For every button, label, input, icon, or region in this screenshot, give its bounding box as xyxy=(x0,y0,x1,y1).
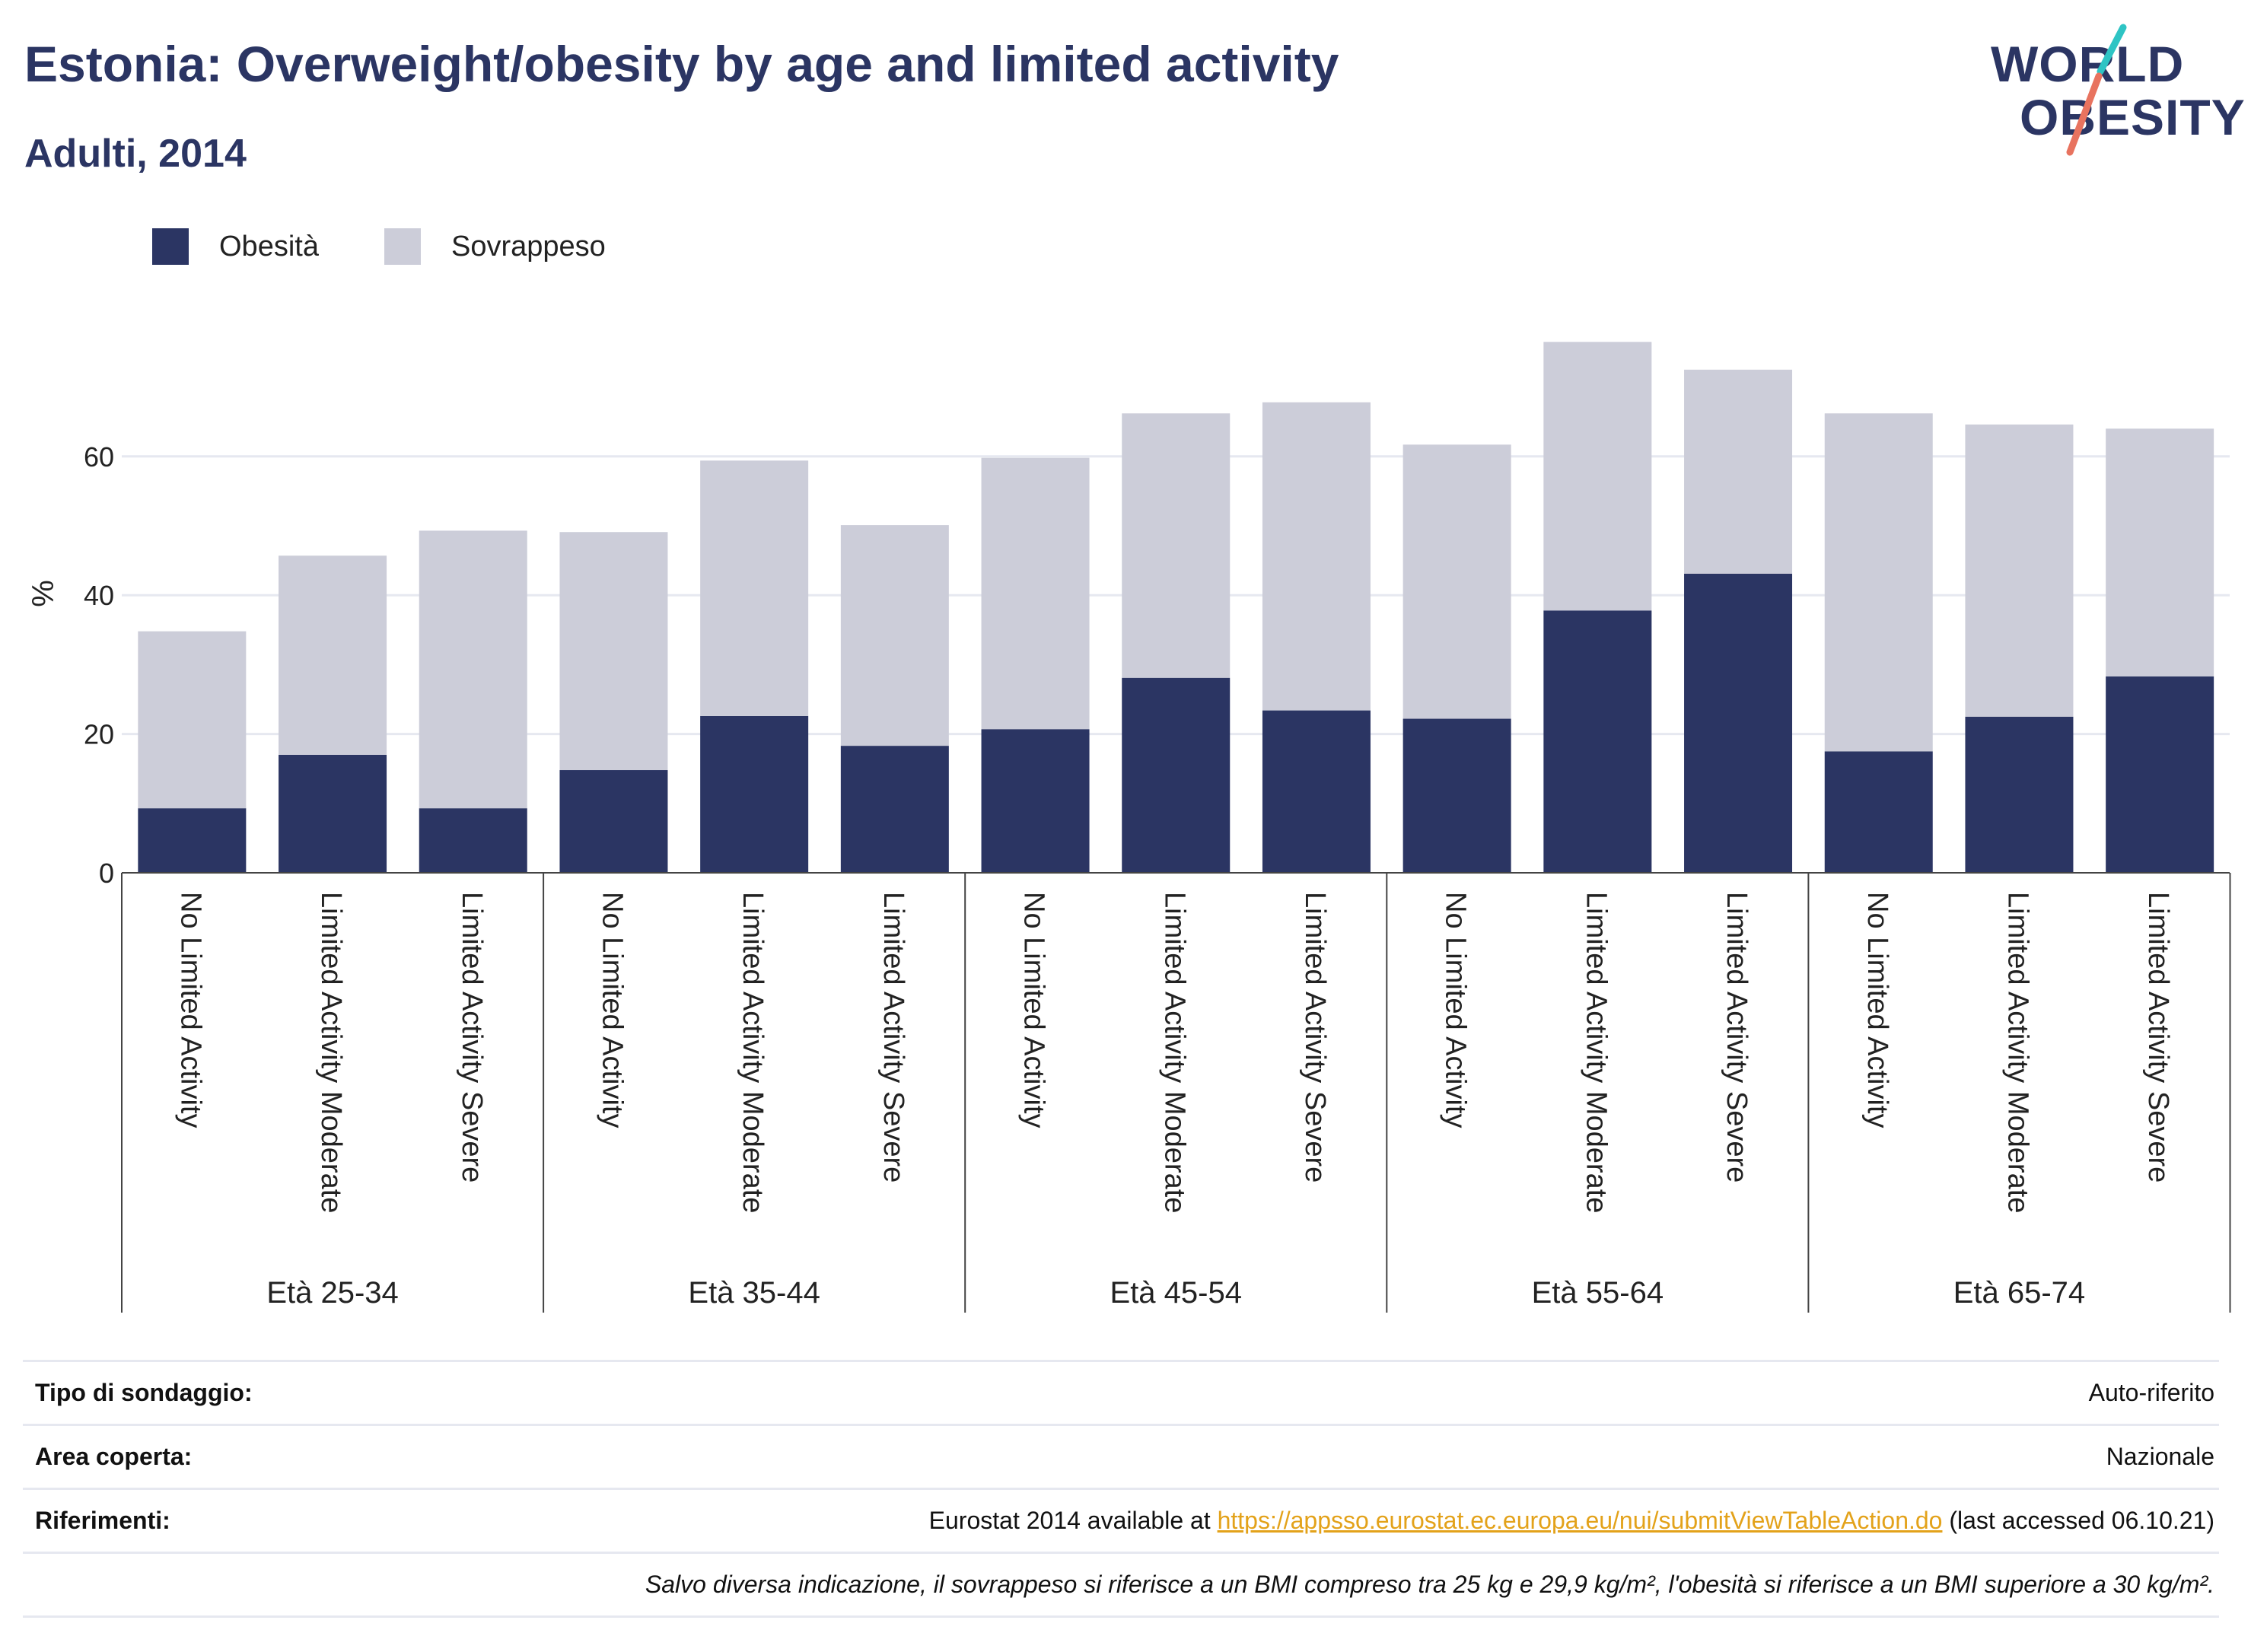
y-axis-label: % xyxy=(27,580,60,607)
bar-overweight xyxy=(1262,402,1371,711)
bar-obesity xyxy=(700,715,809,873)
bar-overweight xyxy=(279,555,387,755)
bar-obesity xyxy=(559,770,668,873)
group-label: Età 55-64 xyxy=(1532,1276,1664,1310)
world-obesity-logo[interactable]: WORLD OBESITY xyxy=(1986,21,2245,158)
group-label: Età 25-34 xyxy=(266,1276,398,1310)
x-tick-label: No Limited Activity xyxy=(1440,892,1472,1128)
legend-item-overweight[interactable]: Sovrappeso xyxy=(384,228,606,265)
meta-row-references: Riferimenti: Eurostat 2014 available at … xyxy=(23,1490,2219,1554)
y-tick-label: 40 xyxy=(84,580,114,611)
bar-overweight xyxy=(559,532,668,771)
legend-swatch-obesity xyxy=(152,228,189,265)
x-tick-label: Limited Activity Moderate xyxy=(315,892,347,1213)
x-tick-label: No Limited Activity xyxy=(174,892,206,1128)
logo-line-1: WORLD xyxy=(1991,36,2185,92)
meta-row-note: Salvo diversa indicazione, il sovrappeso… xyxy=(23,1554,2219,1618)
legend-swatch-overweight xyxy=(384,228,421,265)
legend-label-overweight: Sovrappeso xyxy=(451,230,606,263)
x-tick-label: Limited Activity Moderate xyxy=(737,892,769,1213)
bar-overweight xyxy=(1965,424,2074,717)
page-title: Estonia: Overweight/obesity by age and l… xyxy=(24,36,1339,92)
x-tick-label: No Limited Activity xyxy=(1018,892,1050,1128)
meta-row-area: Area coperta: Nazionale xyxy=(23,1426,2219,1490)
x-tick-label: Limited Activity Moderate xyxy=(2001,892,2033,1213)
x-tick-label: Limited Activity Severe xyxy=(877,892,909,1183)
reference-prefix: Eurostat 2014 available at xyxy=(928,1507,1218,1534)
bar-overweight xyxy=(1402,444,1511,719)
meta-key: Tipo di sondaggio: xyxy=(35,1379,253,1406)
bar-obesity xyxy=(840,746,949,873)
bar-obesity xyxy=(279,754,387,873)
y-tick-label: 0 xyxy=(99,858,114,889)
meta-row-survey-type: Tipo di sondaggio: Auto-riferito xyxy=(23,1362,2219,1426)
bar-obesity xyxy=(1122,677,1231,873)
chart-legend: Obesità Sovrappeso xyxy=(152,225,671,268)
reference-suffix: (last accessed 06.10.21) xyxy=(1942,1507,2214,1534)
bar-obesity xyxy=(1965,716,2074,873)
group-label: Età 65-74 xyxy=(1953,1276,2085,1310)
bar-overweight xyxy=(138,631,247,809)
bar-obesity xyxy=(1543,610,1652,873)
bar-overweight xyxy=(2106,428,2214,676)
bar-obesity xyxy=(1262,710,1371,873)
x-tick-label: Limited Activity Severe xyxy=(1299,892,1331,1183)
stacked-bar-chart: 0 20 40 60% No Limited Activity Limited Activ… xyxy=(27,342,2231,1313)
group-label: Età 35-44 xyxy=(688,1276,820,1310)
bar-overweight xyxy=(419,530,527,809)
x-tick-label: Limited Activity Severe xyxy=(1721,892,1753,1183)
x-tick-label: Limited Activity Moderate xyxy=(1580,892,1612,1213)
meta-value: Auto-riferito xyxy=(2088,1379,2214,1406)
page-subtitle: Adulti, 2014 xyxy=(24,132,247,176)
bar-obesity xyxy=(1684,573,1793,873)
legend-label-obesity: Obesità xyxy=(219,230,319,263)
reference-link[interactable]: https://appsso.eurostat.ec.europa.eu/nui… xyxy=(1217,1507,1943,1534)
bar-overweight xyxy=(840,525,949,746)
bar-overweight xyxy=(981,457,1090,730)
bar-obesity xyxy=(2106,676,2214,873)
bar-overweight xyxy=(1122,413,1231,678)
bar-obesity xyxy=(1824,751,1933,873)
bar-obesity xyxy=(138,808,247,873)
bar-obesity xyxy=(981,729,1090,873)
group-label: Età 45-54 xyxy=(1110,1276,1242,1310)
metadata-table: Tipo di sondaggio: Auto-riferito Area co… xyxy=(23,1360,2219,1618)
meta-value: Nazionale xyxy=(2106,1443,2214,1470)
y-tick-label: 60 xyxy=(84,441,114,473)
x-tick-label: No Limited Activity xyxy=(1861,892,1893,1128)
logo-slash-icon xyxy=(2066,24,2127,156)
x-tick-label: No Limited Activity xyxy=(596,892,628,1128)
bar-overweight xyxy=(1824,413,1933,752)
bar-overweight xyxy=(1684,369,1793,574)
bmi-note: Salvo diversa indicazione, il sovrappeso… xyxy=(645,1571,2214,1598)
meta-key: Area coperta: xyxy=(35,1443,193,1470)
x-tick-label: Limited Activity Moderate xyxy=(1158,892,1190,1213)
x-tick-label: Limited Activity Severe xyxy=(2142,892,2174,1183)
bar-obesity xyxy=(1402,718,1511,873)
legend-item-obesity[interactable]: Obesità xyxy=(152,228,319,265)
y-tick-label: 20 xyxy=(84,719,114,750)
bar-obesity xyxy=(419,808,527,873)
meta-key: Riferimenti: xyxy=(35,1507,170,1534)
meta-value: Eurostat 2014 available at https://appss… xyxy=(929,1507,2214,1535)
bar-overweight xyxy=(1543,342,1652,611)
bar-overweight xyxy=(700,460,809,716)
logo-line-2: OBESITY xyxy=(2020,89,2246,145)
x-tick-label: Limited Activity Severe xyxy=(456,892,488,1183)
